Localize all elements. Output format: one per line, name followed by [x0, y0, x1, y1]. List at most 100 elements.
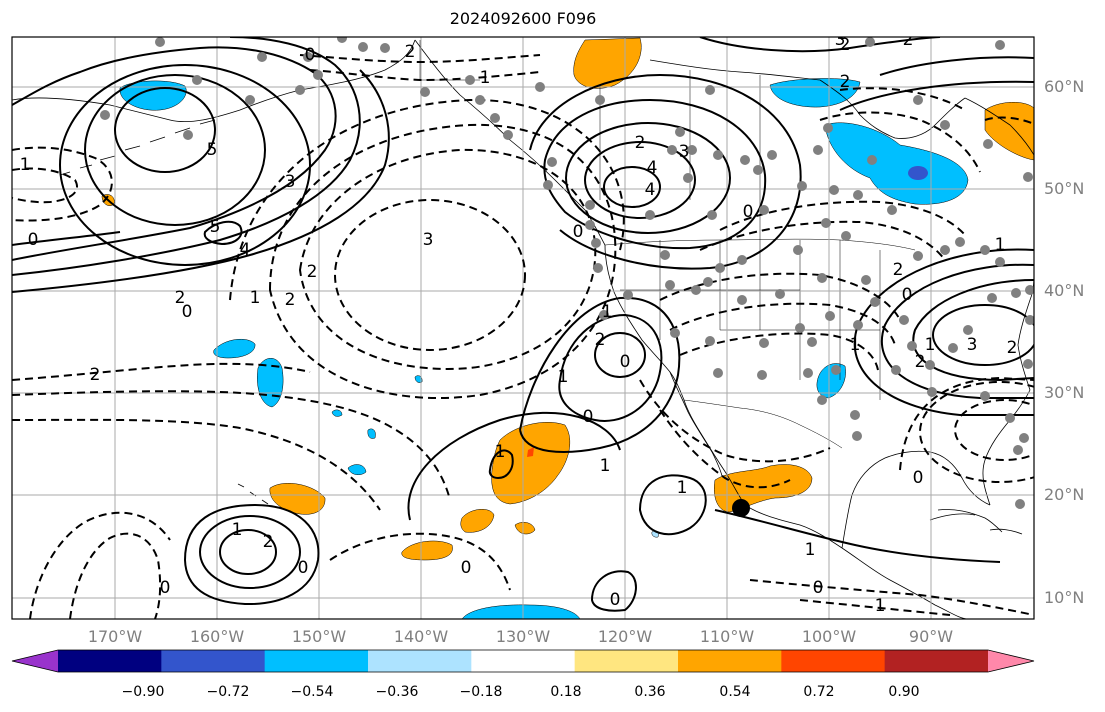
contour-canada-2: [565, 122, 731, 234]
colorbar-tick-label: 0.72: [803, 684, 835, 700]
contour-mexico-1: [638, 474, 707, 536]
lat-label-30n: 30°N: [1044, 383, 1085, 402]
contour-label: 0: [28, 230, 39, 250]
colorbar-outline: [11, 649, 1035, 673]
dcontour-pac-low: [12, 362, 311, 381]
contour-label: 1: [558, 367, 569, 387]
marker-black-dot: [732, 499, 750, 517]
map-frame: [11, 36, 1035, 620]
lon-label-100w: 100°W: [801, 627, 857, 646]
shade-blue-small-1: [347, 464, 367, 476]
contour-label: 5: [210, 217, 221, 237]
contour-label: 1: [495, 442, 506, 462]
colorbar-tick-label: −0.18: [459, 684, 503, 700]
contour-label: 2: [840, 35, 851, 55]
contour-label: 1: [232, 520, 243, 540]
contour-canada-0: [529, 73, 802, 270]
border-us-mexico: [683, 399, 843, 449]
contour-label: 3: [835, 30, 846, 50]
dcontour-hudson-2: [839, 87, 966, 111]
contour-label: 2: [893, 260, 904, 280]
contour-label: 2: [405, 42, 416, 62]
contour-alaska-inner-a: [203, 220, 243, 246]
contour-central-0: [407, 411, 621, 521]
dcontour-pac-1: [268, 123, 617, 399]
coast-cuba: [937, 509, 1003, 533]
contour-label: 3: [285, 172, 296, 192]
lon-label-150w: 150°W: [291, 627, 347, 646]
contour-alaska-1: [12, 37, 361, 276]
contour-label: 1: [805, 540, 816, 560]
contour-label: 0: [160, 578, 171, 598]
contour-label: 4: [645, 180, 656, 200]
dashed-contours: [12, 54, 1034, 619]
borders: [419, 40, 916, 449]
coast-us-west: [604, 244, 701, 433]
coast-aleutians: [59, 119, 216, 176]
dcontour-north-1: [309, 69, 541, 82]
contour-alaska-4: [84, 74, 266, 226]
contour-east-3: [932, 304, 1034, 366]
contour-label: 0: [813, 578, 824, 598]
contour-labels: 0 2 1 5 3 5 4 0 2 1 2 2 0 3 1 2 4 3 2 0 …: [20, 30, 1018, 616]
contour-label: 0: [902, 285, 913, 305]
colorbar-tick-label: 0.54: [719, 684, 751, 700]
lon-label-130w: 130°W: [495, 627, 551, 646]
dcontour-pac-0: [229, 98, 625, 301]
colorbar-cell: [884, 650, 989, 672]
contour-label: 1: [250, 288, 261, 308]
lat-label-50n: 50°N: [1044, 179, 1085, 198]
dcontour-us-4: [699, 220, 946, 261]
shade-blue-small-4: [414, 375, 423, 383]
lat-label-40n: 40°N: [1044, 281, 1085, 300]
contour-label: 0: [461, 558, 472, 578]
contour-label: 4: [647, 158, 658, 178]
contour-label: 0: [743, 202, 754, 222]
contour-label: 2: [307, 262, 318, 282]
contour-canada-4: [603, 166, 661, 208]
map-title: 2024092600 F096: [449, 9, 597, 28]
colorbar-extend-high: [988, 650, 1034, 672]
contour-east-2: [912, 279, 1034, 382]
contour-label: 3: [679, 142, 690, 162]
coast-caribbean: [929, 513, 1023, 535]
contour-label: 2: [1007, 338, 1018, 358]
contour-baja-1: [558, 313, 663, 422]
canada-provinces: [419, 40, 761, 240]
colorbar-extend-low: [12, 650, 58, 672]
coast-arctic: [649, 59, 821, 81]
colorbar: [11, 649, 1035, 673]
dcontour-south-1: [799, 599, 951, 616]
contour-label: 3: [967, 335, 978, 355]
dcontour-north-2: [299, 54, 541, 64]
contour-label: 1: [995, 235, 1006, 255]
contour-label: 1: [925, 335, 936, 355]
contour-label: 1: [850, 335, 861, 355]
coast-labrador: [964, 97, 1034, 156]
dcontour-west-2: [12, 167, 78, 204]
contour-label: 1: [20, 155, 31, 175]
shade-orange-small-b: [514, 522, 536, 535]
colorbar-tick-label: 0.18: [550, 684, 582, 700]
shade-blue-small-3: [331, 409, 343, 417]
colorbar-cell: [471, 650, 576, 672]
colorbar-cell: [574, 650, 679, 672]
contour-south-1: [714, 509, 1001, 563]
contour-label: 0: [298, 558, 309, 578]
border-us-canada: [604, 238, 916, 251]
contour-alaska-3: [59, 64, 311, 266]
colorbar-cell: [58, 650, 162, 672]
contour-label: 1: [480, 68, 491, 88]
dcontour-atl-0: [899, 376, 1034, 471]
states-grid: [620, 240, 881, 400]
contour-label: 0: [573, 222, 584, 242]
lat-label-60n: 60°N: [1044, 77, 1085, 96]
contour-label: 0: [610, 590, 621, 610]
dcontour-us-3: [679, 332, 879, 371]
coast-alaska: [12, 39, 416, 123]
contour-south-0: [590, 570, 637, 612]
contour-label: 2: [635, 133, 646, 153]
lon-label-120w: 120°W: [597, 627, 653, 646]
dcontour-mx-1: [659, 409, 791, 489]
lon-label-170w: 170°W: [87, 627, 143, 646]
